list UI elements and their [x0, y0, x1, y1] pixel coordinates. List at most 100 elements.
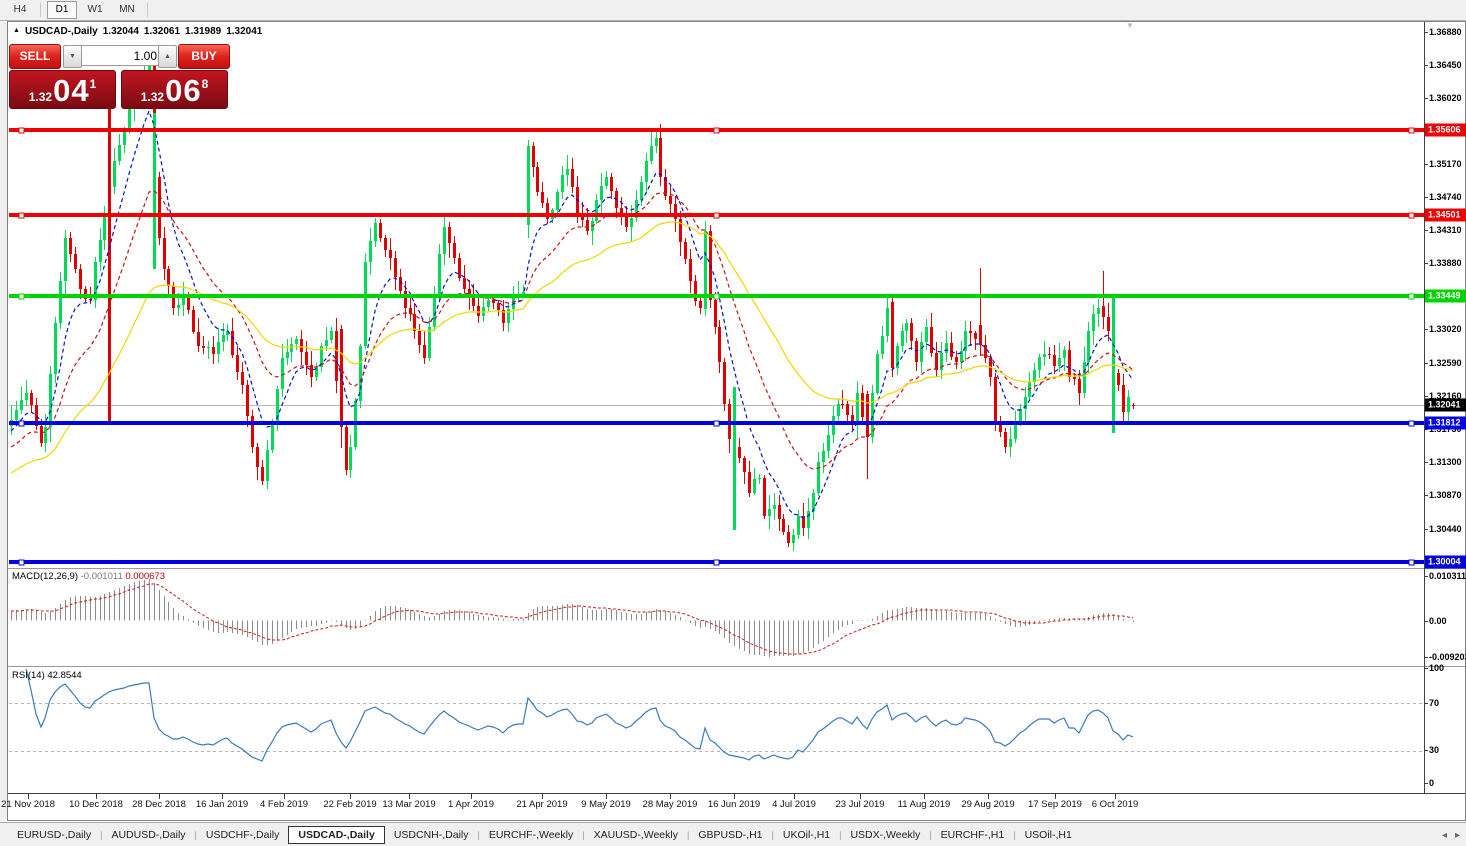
macd-label: MACD(12,26,9) -0.001011 0.000673 [12, 571, 165, 582]
rsi-tick-label: 100 [1429, 663, 1445, 673]
rsi-name: RSI(14) [12, 670, 45, 681]
sell-price-point: 1 [89, 77, 97, 91]
chart-tab-eurchfweekly[interactable]: EURCHF-,Weekly [488, 828, 574, 841]
quote-high: 1.32061 [143, 26, 181, 37]
tab-scroll-right-icon[interactable]: ▸ [1454, 829, 1460, 841]
chart-symbol-period: USDCAD-,Daily [24, 26, 98, 37]
one-click-trading-panel: SELL ▼ ▲ BUY 1.32 04 1 1.32 06 8 [9, 44, 230, 110]
level-price-label: 1.31812 [1425, 416, 1466, 430]
date-tick-label: 22 Feb 2019 [323, 799, 377, 810]
volume-input[interactable] [81, 45, 163, 66]
price-tick-label: 1.32160 [1429, 391, 1462, 401]
level-price-label: 1.30004 [1425, 555, 1466, 569]
chart-tab-gbpusdh1[interactable]: GBPUSD-,H1 [698, 828, 763, 841]
level-price-label: 1.35606 [1425, 123, 1466, 137]
sell-button[interactable]: SELL [9, 44, 61, 69]
period-button-d1[interactable]: D1 [47, 1, 77, 19]
sell-price-base: 1.32 [28, 90, 53, 104]
period-button-mn[interactable]: MN [119, 4, 135, 15]
price-tick-label: 1.35170 [1429, 159, 1462, 169]
chart-tab-ukoilh1[interactable]: UKOil-,H1 [782, 828, 831, 841]
chart-tab-audusddaily[interactable]: AUDUSD-,Daily [111, 828, 186, 841]
price-tick-label: 1.34310 [1429, 225, 1462, 235]
quote-open: 1.32044 [102, 26, 139, 37]
quote-close: 1.32041 [226, 26, 263, 37]
rsi-label: RSI(14) 42.8544 [12, 670, 82, 681]
price-tick-label: 1.34740 [1429, 192, 1462, 202]
chart-tab-xauusdweekly[interactable]: XAUUSD-,Weekly [593, 828, 678, 841]
rsi-value: 42.8544 [47, 670, 82, 681]
rsi-tick-label: 70 [1429, 698, 1440, 708]
price-tick-label: 1.36450 [1429, 60, 1462, 70]
spin-down-icon: ▼ [69, 53, 76, 60]
current-price-label: 1.32041 [1425, 398, 1466, 412]
level-lines [9, 127, 1424, 566]
buy-price-quote[interactable]: 1.32 06 8 [121, 70, 228, 109]
date-tick-label: 17 Sep 2019 [1028, 799, 1082, 810]
level-price-label: 1.34501 [1425, 208, 1466, 222]
tab-separator: | [582, 829, 585, 840]
date-tick-label: 21 Apr 2019 [516, 799, 568, 810]
macd-value: -0.001011 [80, 571, 123, 582]
tab-separator: | [839, 829, 842, 840]
tab-separator: | [1013, 829, 1016, 840]
rsi-tick-label: 0 [1429, 778, 1435, 788]
date-tick-label: 10 Dec 2018 [69, 799, 123, 810]
price-tick-label: 1.31300 [1429, 457, 1462, 467]
candles [10, 48, 1135, 551]
date-tick-label: 16 Jan 2019 [195, 799, 249, 810]
macd-tick-label: 0.010311 [1429, 571, 1466, 581]
volume-decrease-button[interactable]: ▼ [63, 45, 82, 68]
date-tick-label: 4 Feb 2019 [259, 799, 309, 810]
period-button-w1[interactable]: W1 [87, 4, 103, 15]
macd-tick-label: -0.009203 [1429, 652, 1466, 662]
rsi-panel-area[interactable] [8, 668, 1424, 794]
spin-up-icon: ▲ [164, 53, 171, 60]
date-tick-label: 13 Mar 2019 [382, 799, 436, 810]
date-tick-label: 1 Apr 2019 [448, 799, 494, 810]
date-tick-label: 4 Jul 2019 [772, 799, 816, 810]
date-tick-label: 6 Oct 2019 [1091, 799, 1139, 810]
chart-tab-usdchfdaily[interactable]: USDCHF-,Daily [205, 828, 280, 841]
toolbar-separator [147, 3, 148, 17]
chart-tab-usdxweekly[interactable]: USDX-,Weekly [850, 828, 921, 841]
panel-separators [8, 21, 1465, 821]
date-tick-label: 11 Aug 2019 [897, 799, 951, 810]
macd-panel-area[interactable] [8, 569, 1424, 666]
chart-shift-icon[interactable]: ▼ [1126, 21, 1134, 30]
chart-title: ▲ USDCAD-,Daily 1.32044 1.32061 1.31989 … [13, 26, 262, 37]
macd-signal-value: 0.000673 [125, 571, 165, 582]
chart-tab-usoilh1[interactable]: USOil-,H1 [1024, 828, 1072, 841]
date-tick-label: 28 May 2019 [642, 799, 698, 810]
price-tick-label: 1.30440 [1429, 524, 1462, 534]
chart-tab-usdcaddaily[interactable]: USDCAD-,Daily [288, 825, 385, 844]
sell-price-quote[interactable]: 1.32 04 1 [9, 70, 116, 109]
buy-button[interactable]: BUY [178, 44, 230, 69]
buy-price-point: 8 [201, 77, 209, 91]
price-tick-label: 1.36880 [1429, 27, 1462, 37]
date-tick-label: 28 Dec 2018 [132, 799, 186, 810]
date-tick-label: 9 May 2019 [581, 799, 631, 810]
chart-tab-usdcnhdaily[interactable]: USDCNH-,Daily [393, 828, 469, 841]
quote-low: 1.31989 [185, 26, 222, 37]
chart-tab-eurchfh1[interactable]: EURCHF-,H1 [940, 828, 1005, 841]
date-tick-label: 23 Jul 2019 [835, 799, 885, 810]
window-frame-left [0, 20, 8, 821]
sell-price-pips: 04 [53, 73, 90, 108]
macd-tick-label: 0.00 [1429, 616, 1447, 626]
tab-separator: | [686, 829, 690, 840]
volume-increase-button[interactable]: ▲ [158, 45, 177, 68]
tab-separator: | [194, 829, 197, 840]
tab-scroll-left-icon[interactable]: ◂ [1441, 829, 1447, 841]
tab-separator: | [771, 829, 774, 840]
buy-price-pips: 06 [165, 73, 202, 108]
tab-separator: | [929, 829, 932, 840]
period-button-h4[interactable]: H4 [13, 4, 27, 15]
price-tick-label: 1.32590 [1429, 358, 1462, 368]
collapse-icon[interactable]: ▲ [13, 27, 20, 34]
chart-tab-eurusddaily[interactable]: EURUSD-,Daily [17, 828, 92, 841]
chart-tab-bar: EURUSD-,Daily | AUDUSD-,Daily | USDCHF-,Dail… [0, 822, 1466, 846]
buy-price-base: 1.32 [140, 90, 165, 104]
